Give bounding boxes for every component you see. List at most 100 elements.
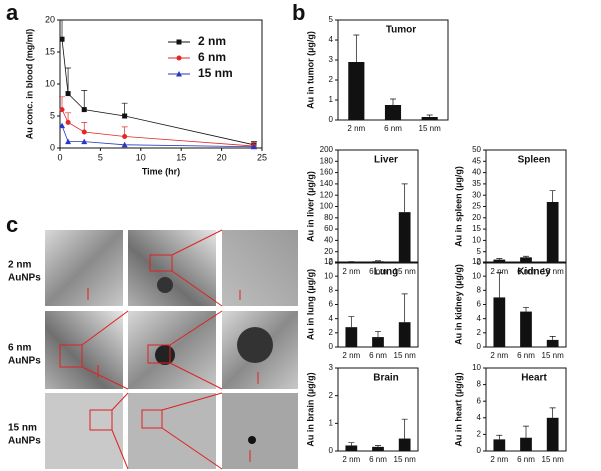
error-bar [523, 425, 529, 438]
error-bar [496, 272, 503, 298]
y-tick-label: 10 [45, 78, 55, 88]
y-tick-label: 0 [329, 258, 334, 267]
error-bar [348, 442, 355, 446]
y-tick-label: 15 [45, 46, 55, 56]
y-tick-label: 12 [472, 257, 481, 266]
point [81, 138, 88, 145]
y-tick-label: 8 [477, 285, 482, 294]
legend-marker [176, 39, 182, 45]
x-tick-label: 0 [57, 152, 62, 162]
x-axis-label: Time (hr) [142, 166, 180, 176]
bar [546, 339, 559, 347]
row-label: AuNPs [8, 356, 41, 367]
point [121, 141, 128, 148]
y-axis-label: Au in heart (µg/g) [453, 372, 463, 446]
y-tick-label: 160 [320, 168, 334, 177]
bar [348, 62, 365, 120]
error-bar [353, 34, 360, 62]
bar [345, 327, 358, 347]
row-label: 15 nm [8, 423, 37, 434]
y-tick-label: 40 [324, 236, 333, 245]
y-tick-label: 4 [329, 314, 334, 323]
y-tick-label: 2 [477, 430, 482, 439]
error-bar [523, 306, 529, 312]
point [122, 133, 128, 139]
y-tick-label: 8 [329, 285, 334, 294]
chart-title: Spleen [518, 155, 551, 166]
x-tick-label: 20 [217, 152, 227, 162]
legend-marker [176, 71, 182, 77]
micrograph [45, 393, 123, 469]
legend-label: 15 nm [198, 66, 233, 80]
x-tick-label: 25 [257, 152, 267, 162]
y-axis-label: Au in brain (µg/g) [305, 372, 315, 446]
x-tick-label: 2 nm [490, 351, 508, 360]
micrograph [45, 311, 123, 389]
x-tick-label: 2 nm [342, 455, 360, 464]
error-bar [59, 19, 66, 40]
micrograph [222, 230, 298, 306]
panel-letter: c [6, 212, 18, 237]
y-tick-label: 3 [329, 363, 334, 372]
zoom-annotations [59, 229, 259, 470]
x-tick-label: 10 [136, 152, 146, 162]
bar [493, 439, 506, 451]
bar [421, 117, 438, 120]
y-tick-label: 40 [472, 168, 481, 177]
error-bar [401, 293, 408, 323]
error-bar [375, 331, 381, 338]
x-tick-label: 15 nm [542, 351, 565, 360]
x-tick-label: 6 nm [369, 267, 387, 276]
point [59, 107, 65, 113]
series-line [61, 109, 254, 147]
row-label: 6 nm [8, 343, 31, 354]
error-bar [65, 67, 72, 94]
y-tick-label: 3 [329, 55, 334, 64]
point [250, 143, 257, 150]
error-bar [375, 260, 381, 262]
row-label: AuNPs [8, 436, 41, 447]
y-tick-label: 12 [324, 257, 333, 266]
point [65, 138, 72, 145]
error-bar [549, 190, 556, 202]
particle-cluster [155, 345, 175, 365]
bar [398, 438, 411, 451]
panel-letter: a [6, 0, 19, 25]
y-tick-label: 10 [472, 271, 481, 280]
x-tick-label: 15 nm [394, 267, 417, 276]
x-tick-label: 2 nm [342, 351, 360, 360]
bar [398, 322, 411, 347]
chart-title: Liver [374, 155, 398, 166]
point [59, 122, 66, 129]
bar [398, 212, 411, 263]
error-bar [549, 407, 556, 418]
row-label: AuNPs [8, 273, 41, 284]
y-tick-label: 6 [477, 396, 482, 405]
x-tick-label: 6 nm [369, 455, 387, 464]
error-bar [523, 255, 529, 258]
y-tick-label: 20 [472, 213, 481, 222]
y-tick-label: 0 [477, 342, 482, 351]
y-tick-label: 5 [329, 15, 334, 24]
bar [520, 437, 532, 451]
y-tick-label: 6 [477, 300, 482, 309]
y-tick-label: 20 [45, 14, 55, 24]
y-tick-label: 0 [329, 446, 334, 455]
x-tick-label: 6 nm [517, 351, 535, 360]
y-axis-label: Au in spleen (µg/g) [453, 166, 463, 247]
bar [520, 311, 532, 347]
point [122, 113, 128, 119]
point [65, 91, 71, 97]
y-tick-label: 2 [329, 391, 334, 400]
chart-title: Tumor [386, 25, 416, 36]
x-tick-label: 6 nm [517, 455, 535, 464]
y-tick-label: 15 [472, 224, 481, 233]
point [81, 129, 87, 135]
chart-title: Kidney [517, 267, 551, 278]
y-tick-label: 0 [329, 115, 334, 124]
x-tick-label: 6 nm [369, 351, 387, 360]
error-bar [496, 434, 503, 440]
point [65, 119, 71, 125]
y-tick-label: 1 [329, 418, 334, 427]
y-tick-label: 2 [329, 328, 334, 337]
